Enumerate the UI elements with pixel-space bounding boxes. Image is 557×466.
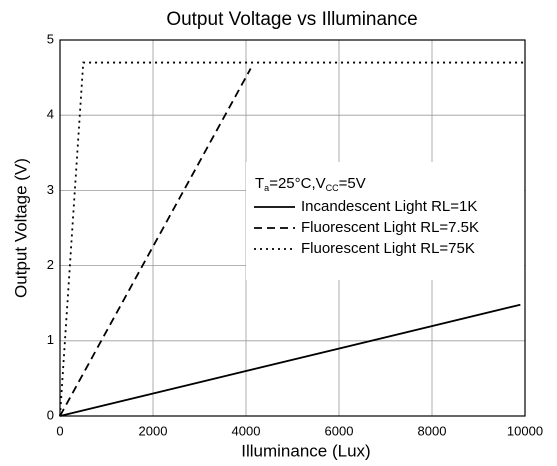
y-tick-label: 0 xyxy=(47,407,54,422)
annotation-part: CC xyxy=(326,183,339,193)
legend-box xyxy=(246,162,524,280)
x-tick-label: 8000 xyxy=(418,423,447,438)
x-tick-label: 0 xyxy=(56,423,63,438)
line-series xyxy=(59,61,525,417)
annotation: Ta=25°C,VCC=5V xyxy=(255,175,366,193)
annotation-part: a xyxy=(264,183,269,193)
annotation-part: T xyxy=(255,175,264,192)
legend-label: Fluorescent Light RL=75K xyxy=(301,240,475,257)
x-tick-label: 6000 xyxy=(325,423,354,438)
plot-frame xyxy=(59,39,526,417)
x-tick-label: 2000 xyxy=(139,423,168,438)
y-tick-label: 1 xyxy=(47,332,54,347)
y-tick-label: 5 xyxy=(47,31,54,46)
legend-label: Fluorescent Light RL=7.5K xyxy=(301,219,479,236)
line-series xyxy=(59,303,521,417)
x-axis-label: Illuminance (Lux) xyxy=(241,441,370,460)
annotation-part: =5V xyxy=(339,175,366,192)
y-tick-label: 3 xyxy=(47,182,54,197)
y-axis-label: Output Voltage (V) xyxy=(11,158,30,298)
annotation-part: =25°C,V xyxy=(269,175,325,192)
y-tick-label: 4 xyxy=(47,107,54,122)
x-tick-label: 4000 xyxy=(232,423,261,438)
chart-title: Output Voltage vs Illuminance xyxy=(166,9,417,30)
legend-label: Incandescent Light RL=1K xyxy=(301,198,477,215)
x-tick-label: 10000 xyxy=(507,423,543,438)
line-series xyxy=(59,68,252,417)
y-tick-label: 2 xyxy=(47,257,54,272)
